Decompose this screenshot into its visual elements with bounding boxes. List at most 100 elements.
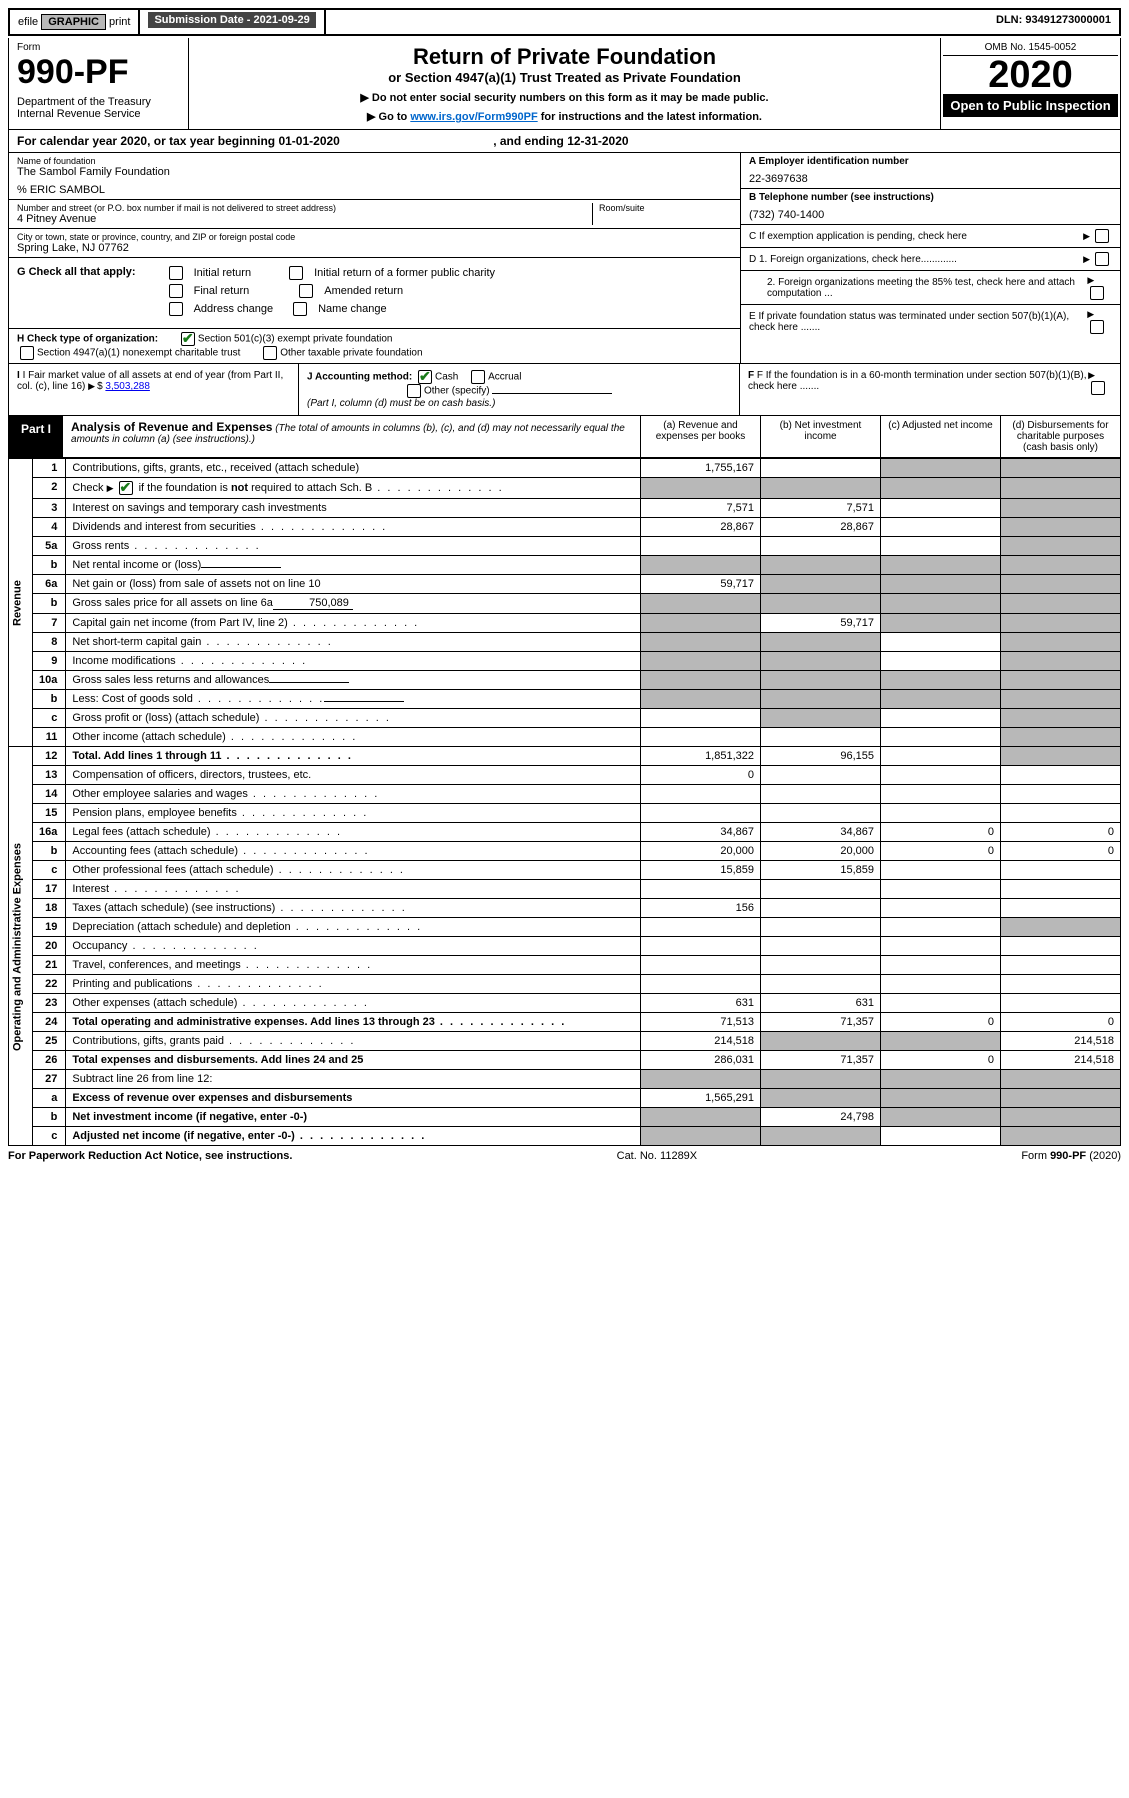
line-number: a bbox=[33, 1089, 66, 1108]
initial-former-checkbox[interactable] bbox=[289, 266, 303, 280]
amount-cell-a: 214,518 bbox=[641, 1032, 761, 1051]
addr-change-label: Address change bbox=[194, 303, 274, 315]
line-description: Other professional fees (attach schedule… bbox=[66, 861, 641, 880]
amount-cell-c: 0 bbox=[881, 1013, 1001, 1032]
line-description: Other employee salaries and wages bbox=[66, 785, 641, 804]
d2-label: 2. Foreign organizations meeting the 85%… bbox=[749, 277, 1087, 299]
table-row: 15Pension plans, employee benefits bbox=[9, 804, 1121, 823]
cal-pre: For calendar year 2020, or tax year begi… bbox=[17, 134, 278, 148]
amount-cell-a: 1,851,322 bbox=[641, 747, 761, 766]
table-row: 11Other income (attach schedule) bbox=[9, 728, 1121, 747]
amount-cell-a bbox=[641, 556, 761, 575]
line-number: 19 bbox=[33, 918, 66, 937]
line-description: Net rental income or (loss) bbox=[66, 556, 641, 575]
f-checkbox[interactable] bbox=[1091, 381, 1105, 395]
line-description: Accounting fees (attach schedule) bbox=[66, 842, 641, 861]
initial-return-checkbox[interactable] bbox=[169, 266, 183, 280]
amount-cell-a bbox=[641, 478, 761, 499]
amount-cell-b bbox=[761, 575, 881, 594]
line-description: Adjusted net income (if negative, enter … bbox=[66, 1127, 641, 1146]
d1-checkbox[interactable] bbox=[1095, 252, 1109, 266]
d2-checkbox[interactable] bbox=[1090, 286, 1104, 300]
name-cell: Name of foundation The Sambol Family Fou… bbox=[9, 153, 740, 200]
phone-label: B Telephone number (see instructions) bbox=[749, 192, 1112, 203]
table-row: 20Occupancy bbox=[9, 937, 1121, 956]
amount-cell-d bbox=[1001, 1070, 1121, 1089]
line-description: Net investment income (if negative, ente… bbox=[66, 1108, 641, 1127]
amount-cell-c bbox=[881, 1032, 1001, 1051]
line-description: Check if the foundation is not required … bbox=[66, 478, 641, 499]
amount-cell-a bbox=[641, 956, 761, 975]
amount-cell-a bbox=[641, 937, 761, 956]
graphic-button[interactable]: GRAPHIC bbox=[41, 14, 106, 30]
amount-cell-a: 286,031 bbox=[641, 1051, 761, 1070]
table-row: Operating and Administrative Expenses12T… bbox=[9, 747, 1121, 766]
amount-cell-d bbox=[1001, 594, 1121, 614]
name-change-checkbox[interactable] bbox=[293, 302, 307, 316]
amount-cell-b: 71,357 bbox=[761, 1051, 881, 1070]
submission-date: Submission Date - 2021-09-29 bbox=[148, 12, 315, 28]
city-state-zip: Spring Lake, NJ 07762 bbox=[17, 242, 732, 254]
amount-cell-b bbox=[761, 766, 881, 785]
e-checkbox[interactable] bbox=[1090, 320, 1104, 334]
amount-cell-a bbox=[641, 652, 761, 671]
sch-b-checkbox[interactable] bbox=[119, 481, 133, 495]
line-description: Taxes (attach schedule) (see instruction… bbox=[66, 899, 641, 918]
amount-cell-a bbox=[641, 633, 761, 652]
amount-cell-c bbox=[881, 937, 1001, 956]
other-acct-checkbox[interactable] bbox=[407, 384, 421, 398]
expenses-vlabel: Operating and Administrative Expenses bbox=[9, 747, 33, 1146]
cat-no: Cat. No. 11289X bbox=[617, 1150, 698, 1162]
amount-cell-a bbox=[641, 1127, 761, 1146]
cash-checkbox[interactable] bbox=[418, 370, 432, 384]
col-b-header: (b) Net investment income bbox=[760, 416, 880, 457]
amount-cell-c bbox=[881, 804, 1001, 823]
table-row: 13Compensation of officers, directors, t… bbox=[9, 766, 1121, 785]
j-label: J Accounting method: bbox=[307, 372, 412, 383]
c-checkbox[interactable] bbox=[1095, 229, 1109, 243]
top-bar: efile GRAPHIC print Submission Date - 20… bbox=[8, 8, 1121, 36]
info-grid: Name of foundation The Sambol Family Fou… bbox=[8, 153, 1121, 364]
line-number: c bbox=[33, 861, 66, 880]
amount-cell-d bbox=[1001, 575, 1121, 594]
amount-cell-c bbox=[881, 747, 1001, 766]
amount-cell-b bbox=[761, 975, 881, 994]
fmv-label: I Fair market value of all assets at end… bbox=[17, 370, 283, 392]
table-row: 2Check if the foundation is not required… bbox=[9, 478, 1121, 499]
amount-cell-b: 59,717 bbox=[761, 614, 881, 633]
amount-cell-c bbox=[881, 899, 1001, 918]
amount-cell-c bbox=[881, 575, 1001, 594]
final-return-checkbox[interactable] bbox=[169, 284, 183, 298]
amount-cell-d: 214,518 bbox=[1001, 1032, 1121, 1051]
line-description: Compensation of officers, directors, tru… bbox=[66, 766, 641, 785]
amount-cell-a: 1,755,167 bbox=[641, 459, 761, 478]
amount-cell-d bbox=[1001, 556, 1121, 575]
line-number: 14 bbox=[33, 785, 66, 804]
other-taxable-checkbox[interactable] bbox=[263, 346, 277, 360]
form-word: Form bbox=[17, 42, 180, 53]
line-number: 7 bbox=[33, 614, 66, 633]
table-row: 6aNet gain or (loss) from sale of assets… bbox=[9, 575, 1121, 594]
fmv-link[interactable]: 3,503,288 bbox=[105, 381, 150, 392]
line-number: 12 bbox=[33, 747, 66, 766]
main-table: Revenue1Contributions, gifts, grants, et… bbox=[8, 458, 1121, 1146]
501c3-checkbox[interactable] bbox=[181, 332, 195, 346]
addr-change-checkbox[interactable] bbox=[169, 302, 183, 316]
amount-cell-b bbox=[761, 1127, 881, 1146]
irs-link[interactable]: www.irs.gov/Form990PF bbox=[410, 111, 537, 123]
info-left: Name of foundation The Sambol Family Fou… bbox=[9, 153, 740, 363]
line-description: Gross sales less returns and allowances bbox=[66, 671, 641, 690]
4947-checkbox[interactable] bbox=[20, 346, 34, 360]
line-description: Travel, conferences, and meetings bbox=[66, 956, 641, 975]
cal-end: 12-31-2020 bbox=[567, 134, 628, 148]
form-number: 990-PF bbox=[17, 53, 180, 92]
other-specify-input[interactable] bbox=[492, 393, 612, 394]
amount-cell-c bbox=[881, 709, 1001, 728]
amount-cell-b bbox=[761, 1070, 881, 1089]
accrual-checkbox[interactable] bbox=[471, 370, 485, 384]
amount-cell-d bbox=[1001, 671, 1121, 690]
amount-cell-c bbox=[881, 537, 1001, 556]
line-description: Other expenses (attach schedule) bbox=[66, 994, 641, 1013]
amended-checkbox[interactable] bbox=[299, 284, 313, 298]
table-row: bLess: Cost of goods sold bbox=[9, 690, 1121, 709]
